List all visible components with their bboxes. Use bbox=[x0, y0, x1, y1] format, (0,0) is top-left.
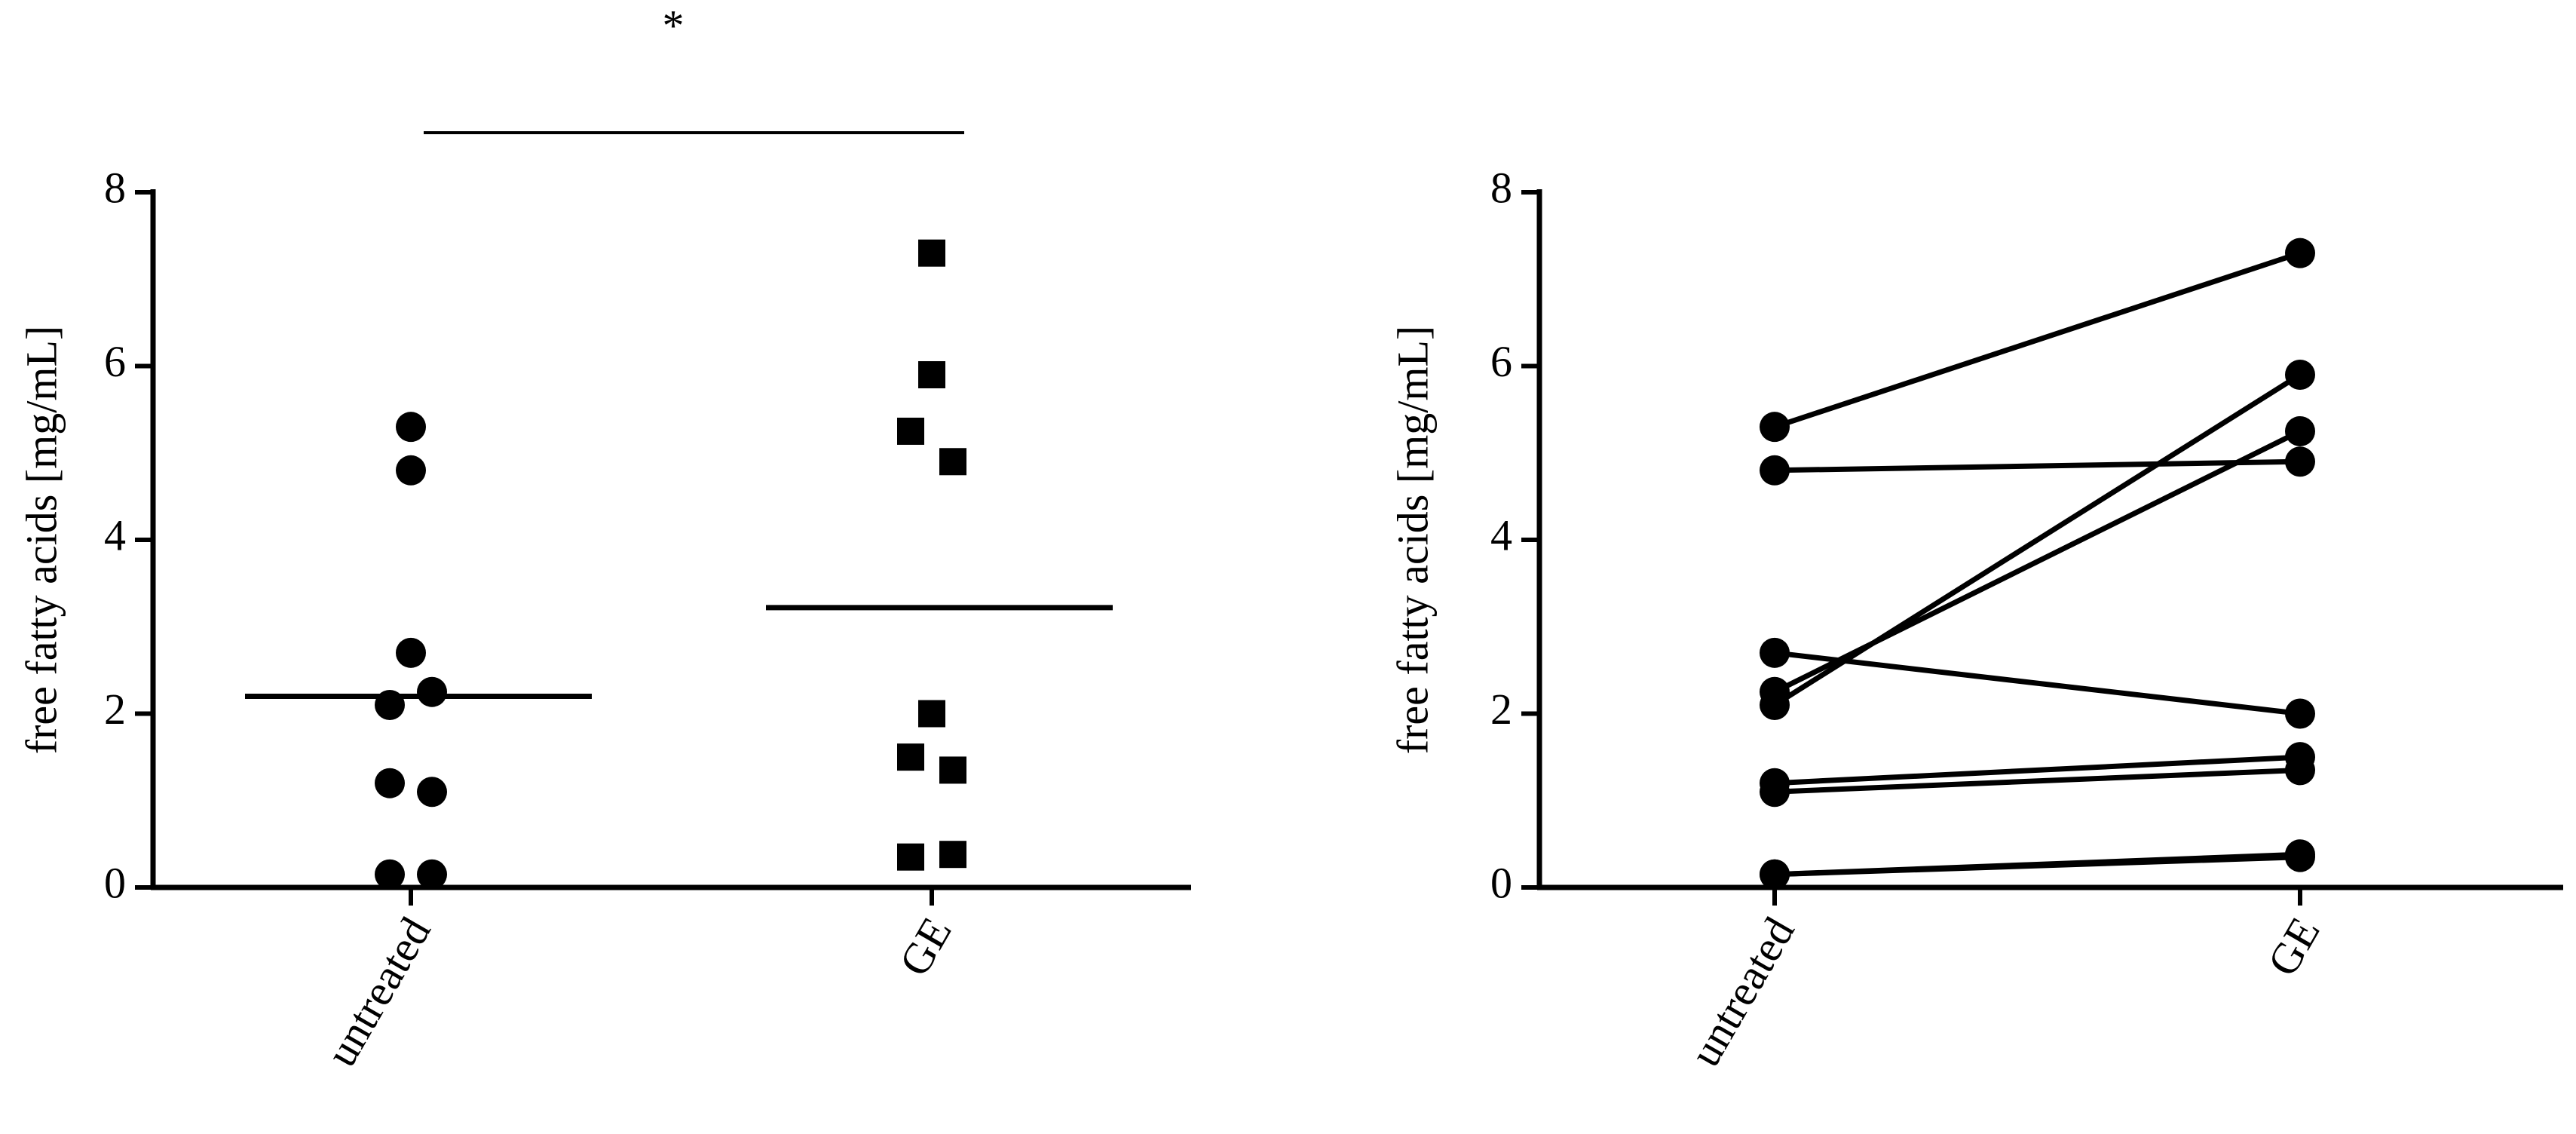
pair-line bbox=[1774, 458, 2301, 474]
data-point bbox=[396, 412, 426, 443]
data-point bbox=[2285, 698, 2315, 729]
pair-line bbox=[1774, 650, 2301, 716]
x-tick-label: GE bbox=[2258, 909, 2329, 984]
x-tick-label: GE bbox=[890, 909, 961, 984]
pair-line bbox=[1774, 851, 2301, 878]
pair-line bbox=[1774, 754, 2301, 786]
data-point bbox=[939, 756, 966, 784]
data-point bbox=[2285, 360, 2315, 391]
data-point bbox=[1760, 455, 1790, 486]
y-axis-label: free fatty acids [mg/mL] bbox=[1388, 326, 1437, 754]
y-tick-label: 6 bbox=[104, 337, 126, 386]
data-point bbox=[375, 859, 405, 890]
y-tick-label: 6 bbox=[1490, 337, 1512, 386]
data-point bbox=[2285, 839, 2315, 870]
pair-line bbox=[1773, 372, 2302, 707]
data-point bbox=[918, 361, 945, 389]
y-tick-label: 0 bbox=[104, 858, 126, 907]
y-tick-label: 2 bbox=[104, 685, 126, 734]
data-point bbox=[897, 743, 924, 771]
data-point bbox=[1760, 637, 1790, 668]
data-point bbox=[1760, 777, 1790, 808]
data-point bbox=[1760, 689, 1790, 720]
data-point bbox=[2285, 446, 2315, 477]
y-axis-label: free fatty acids [mg/mL] bbox=[17, 326, 66, 754]
data-point bbox=[396, 637, 426, 668]
data-point bbox=[918, 700, 945, 728]
data-point bbox=[897, 843, 924, 871]
y-tick-label: 8 bbox=[1490, 163, 1512, 212]
y-tick-label: 2 bbox=[1490, 685, 1512, 734]
data-point bbox=[2285, 755, 2315, 786]
data-point bbox=[2285, 238, 2315, 268]
data-point bbox=[417, 676, 447, 707]
x-tick-label: untreated bbox=[317, 909, 440, 1074]
x-tick-label: untreated bbox=[1680, 909, 1804, 1074]
significance-label: * bbox=[663, 1, 685, 50]
pair-line bbox=[1774, 767, 2301, 795]
y-tick-label: 8 bbox=[104, 163, 126, 212]
pair-line bbox=[1773, 250, 2302, 430]
data-point bbox=[396, 455, 426, 486]
data-point bbox=[939, 448, 966, 476]
y-tick-label: 4 bbox=[104, 510, 126, 559]
data-point bbox=[918, 239, 945, 267]
data-point bbox=[375, 768, 405, 798]
data-point bbox=[1760, 412, 1790, 443]
data-point bbox=[2285, 415, 2315, 446]
data-point bbox=[897, 417, 924, 445]
data-point bbox=[939, 841, 966, 869]
data-point bbox=[1760, 859, 1790, 890]
data-point bbox=[417, 859, 447, 890]
data-point bbox=[417, 777, 447, 808]
y-tick-label: 4 bbox=[1490, 510, 1512, 559]
y-tick-label: 0 bbox=[1490, 858, 1512, 907]
